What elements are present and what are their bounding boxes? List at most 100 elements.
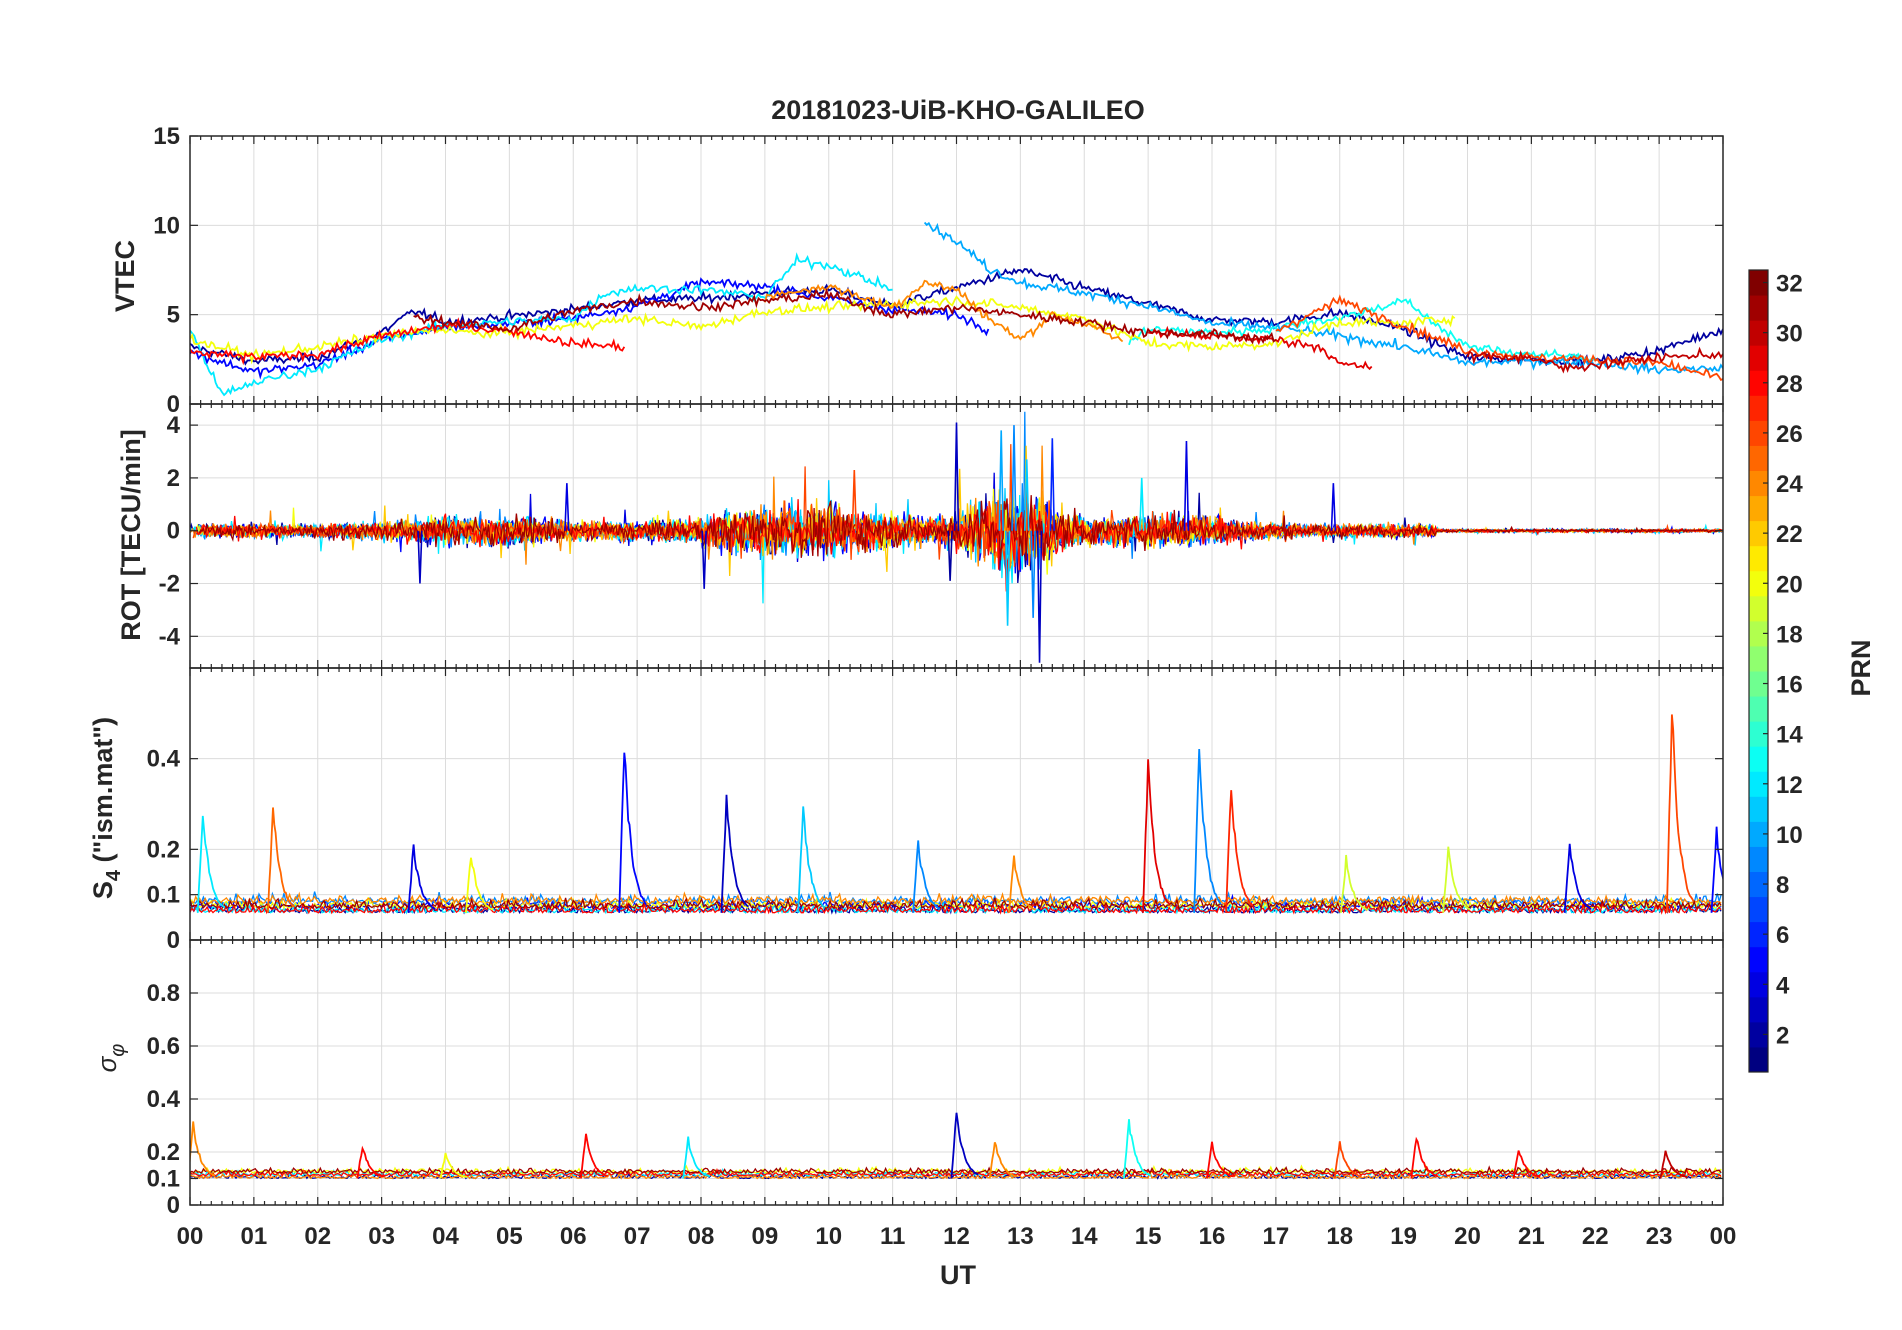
xtick-label: 00 xyxy=(1710,1223,1737,1250)
s4-ytick-label: 0.1 xyxy=(147,882,180,909)
rot-spike xyxy=(1330,483,1337,531)
s4-peak xyxy=(1442,846,1471,913)
rot-spike xyxy=(851,469,858,531)
sigma_phi-peak xyxy=(682,1136,711,1179)
xtick-label: 06 xyxy=(560,1223,587,1250)
xtick-label: 02 xyxy=(304,1223,331,1250)
colorbar-tick-label: 30 xyxy=(1776,321,1803,348)
rot-spike xyxy=(1004,530,1011,626)
rot-spike xyxy=(947,530,953,581)
colorbar-tick-label: 32 xyxy=(1776,271,1803,298)
chart-title: 20181023-UiB-KHO-GALILEO xyxy=(771,95,1145,125)
rot-ylabel: ROT [TECU/min] xyxy=(116,429,146,640)
vtec-ytick-label: 15 xyxy=(153,123,180,150)
s4-peak xyxy=(1008,855,1037,913)
sigma_phi-peak xyxy=(1206,1141,1234,1179)
rot-spike xyxy=(701,530,707,589)
rot-spike xyxy=(998,430,1004,531)
sigma_phi-peak xyxy=(439,1152,468,1179)
colorbar-swatch xyxy=(1749,295,1768,321)
colorbar-tick-label: 6 xyxy=(1776,922,1789,949)
colorbar-swatch xyxy=(1749,445,1768,471)
rot-ytick-label: 0 xyxy=(167,518,180,545)
xtick-label: 08 xyxy=(688,1223,715,1250)
colorbar-swatch xyxy=(1749,1021,1768,1048)
s4-peak xyxy=(797,806,826,913)
xtick-label: 15 xyxy=(1135,1223,1162,1250)
colorbar-swatch xyxy=(1749,620,1768,647)
vtec-line-prn-26 xyxy=(1275,294,1723,382)
vtec-line-prn-31 xyxy=(413,287,1277,345)
colorbar-tick-label: 20 xyxy=(1776,571,1803,598)
xtick-label: 11 xyxy=(880,1223,905,1250)
colorbar-tick-label: 12 xyxy=(1776,772,1803,799)
s4-line-prn-24 xyxy=(190,891,1722,906)
s4-peak xyxy=(618,752,647,913)
s4-peak xyxy=(465,857,494,913)
xtick-label: 17 xyxy=(1263,1223,1290,1250)
rot-spike xyxy=(1036,530,1043,663)
colorbar-tick-label: 2 xyxy=(1776,1022,1789,1049)
rot-ytick-label: -4 xyxy=(159,623,181,650)
s4-ytick-label: 0.2 xyxy=(147,836,180,863)
xtick-label: 20 xyxy=(1454,1223,1481,1250)
colorbar-swatch xyxy=(1749,746,1768,772)
sigma_phi-line-prn-31 xyxy=(190,1165,1722,1175)
s4-line-prn-9 xyxy=(190,890,1722,906)
rot-spike xyxy=(1139,477,1145,531)
colorbar-tick-label: 18 xyxy=(1776,621,1803,648)
colorbar-swatch xyxy=(1749,270,1768,296)
colorbar-tick-label: 8 xyxy=(1776,872,1789,899)
xtick-label: 14 xyxy=(1071,1223,1098,1250)
rot-ytick-label: 2 xyxy=(167,465,180,492)
s4-peak xyxy=(267,807,296,913)
colorbar-swatch xyxy=(1749,395,1768,421)
s4-peak xyxy=(1665,714,1695,913)
colorbar-swatch xyxy=(1749,520,1768,547)
vtec-line-prn-28 xyxy=(190,317,626,366)
colorbar-swatch xyxy=(1749,871,1768,898)
rot-spike xyxy=(1049,438,1056,531)
s4-peak xyxy=(407,844,436,913)
x-axis-ticks: 00 01 02 03 04 05 06 07 08 09 10 11 12 13 14 15 16 17 18 19… xyxy=(177,1223,1737,1250)
xtick-label: 18 xyxy=(1326,1223,1353,1250)
xtick-label: 07 xyxy=(624,1223,651,1250)
colorbar-swatch xyxy=(1749,921,1768,948)
colorbar-tick-label: 26 xyxy=(1776,421,1803,448)
s4-peak xyxy=(1225,790,1254,913)
xtick-label: 04 xyxy=(432,1223,459,1250)
sigma_phi-ytick-label: 0.4 xyxy=(147,1086,181,1113)
colorbar-swatch xyxy=(1749,570,1768,597)
colorbar-tick-label: 28 xyxy=(1776,371,1803,398)
rot-spike xyxy=(564,483,570,531)
colorbar-swatch xyxy=(1749,1046,1768,1073)
xtick-label: 23 xyxy=(1646,1223,1673,1250)
colorbar-swatch xyxy=(1749,721,1768,747)
sigma_phi-ytick-label: 0 xyxy=(167,1192,180,1219)
colorbar-swatch xyxy=(1749,320,1768,346)
sigma_phi-ytick-label: 0.6 xyxy=(147,1033,180,1060)
colorbar-swatch xyxy=(1749,545,1768,572)
s4-peak xyxy=(1142,759,1171,913)
xtick-label: 00 xyxy=(177,1223,204,1250)
xtick-label: 09 xyxy=(752,1223,779,1250)
s4-peak xyxy=(720,794,749,913)
sigma_phi-peak xyxy=(1123,1119,1152,1179)
colorbar-swatch xyxy=(1749,370,1768,396)
colorbar-tick-label: 16 xyxy=(1776,672,1803,699)
vtec-panel: 0 5 10 15 xyxy=(153,123,1724,418)
rot-ytick-label: 4 xyxy=(167,412,181,439)
sigma_phi-peak xyxy=(1333,1141,1362,1179)
vtec-ytick-label: 5 xyxy=(167,302,180,329)
vtec-line-prn-13 xyxy=(1128,297,1596,363)
rot-series xyxy=(190,411,1723,663)
colorbar-swatch xyxy=(1749,846,1768,872)
xtick-label: 19 xyxy=(1390,1223,1417,1250)
vtec-line-prn-20 xyxy=(190,295,1456,365)
colorbar-tick-label: 10 xyxy=(1776,822,1803,849)
xtick-label: 05 xyxy=(496,1223,523,1250)
sigma_phi-peak xyxy=(1659,1150,1688,1179)
colorbar-swatch xyxy=(1749,796,1768,822)
